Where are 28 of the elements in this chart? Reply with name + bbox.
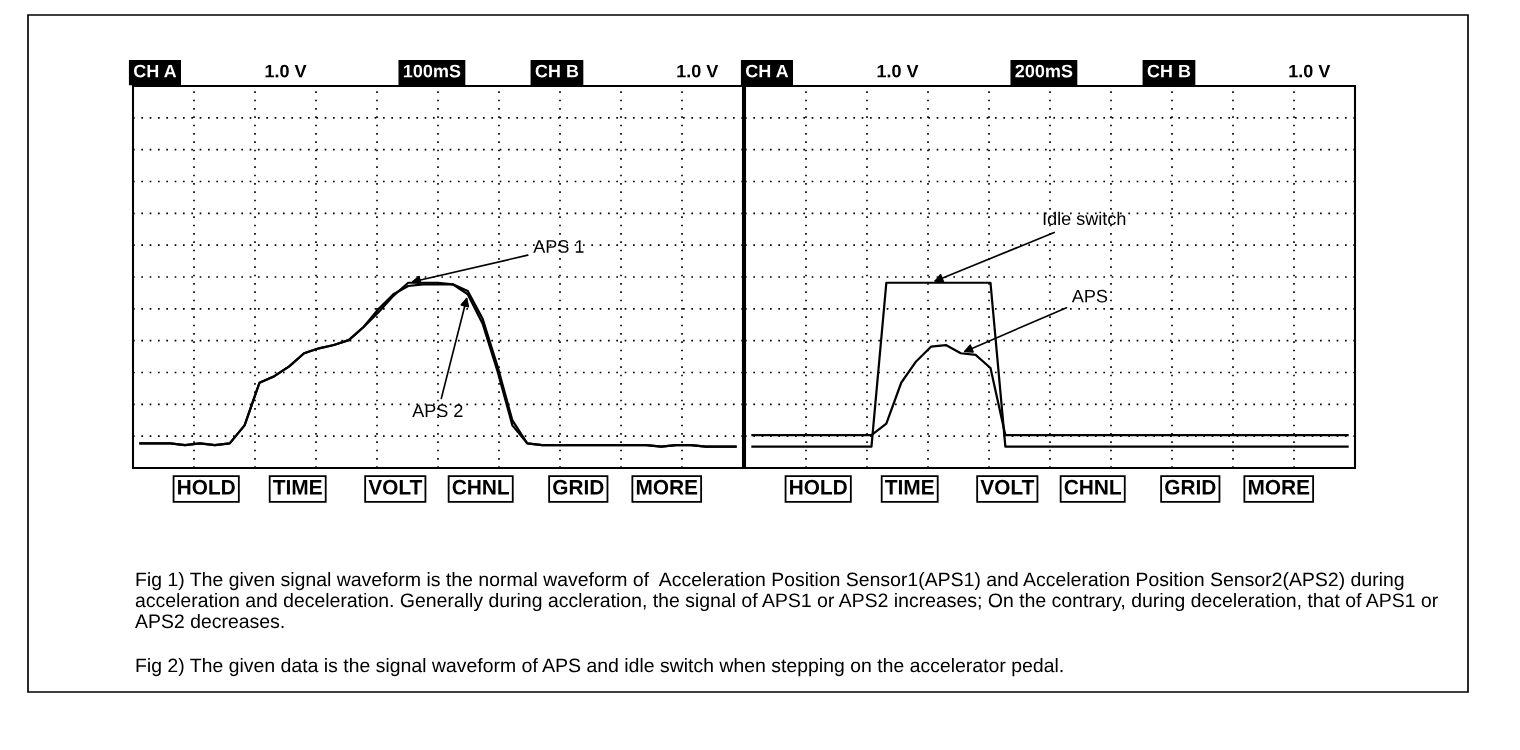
text: APS [1071, 289, 1108, 303]
text: CH A [133, 64, 177, 78]
text: MORE [1248, 479, 1310, 495]
text: 1.0 V [677, 64, 719, 78]
caption: Fig 2) The given data is the signal waveform of APS and idle switch when stepping on the accelerator pedal. [136, 658, 1063, 677]
caption: Fig 1) The given signal waveform is the normal waveform of Acceleration Position Sensor1(APS1) and Acceleration Position Sensor2(APS2) during acceleration and deceleration. Generally during accleration, the signal of APS1 or APS2 increases; On the contrary, during deceleration, that of APS1 or APS2 decreases. [135, 572, 1438, 629]
text: CHNL [1064, 479, 1121, 495]
text: 1.0 V [1289, 64, 1331, 78]
text: CH B [535, 64, 579, 78]
text: APS 1 [533, 240, 584, 253]
text: CH A [745, 64, 789, 78]
text: VOLT [980, 479, 1035, 495]
text: CHNL [452, 479, 509, 495]
text: HOLD [178, 479, 235, 495]
text: 1.0 V [877, 64, 919, 78]
text: HOLD [790, 479, 847, 495]
text: GRID [1165, 479, 1216, 495]
text: TIME [273, 480, 322, 495]
text: 200mS [1015, 64, 1073, 78]
text: GRID [553, 479, 604, 495]
text: MORE [636, 479, 698, 495]
text: CH B [1147, 64, 1191, 78]
text: Idle switch [1043, 211, 1126, 226]
text: APS 2 [412, 404, 463, 418]
text: 100mS [403, 64, 461, 78]
text: VOLT [368, 479, 423, 495]
text: TIME [885, 480, 934, 495]
text: 1.0 V [265, 64, 307, 78]
